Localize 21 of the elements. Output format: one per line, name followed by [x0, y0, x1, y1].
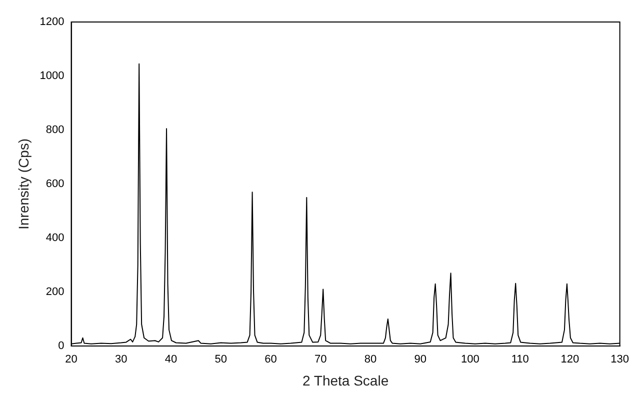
x-tick-label: 120 — [560, 354, 580, 366]
y-tick-label: 400 — [46, 232, 64, 244]
y-tick-label: 600 — [46, 178, 64, 190]
x-tick-label: 50 — [214, 354, 227, 366]
x-tick-label: 100 — [461, 354, 480, 366]
y-tick-label: 0 — [58, 340, 64, 352]
x-tick-label: 70 — [314, 354, 327, 366]
y-axis-title: Inrensity (Cps) — [15, 138, 32, 230]
x-tick-label: 90 — [414, 354, 426, 366]
x-tick-label: 30 — [115, 354, 128, 366]
y-tick-label: 800 — [46, 124, 64, 136]
y-tick-label: 1000 — [40, 70, 64, 82]
x-tick-label: 80 — [364, 354, 377, 366]
x-tick-label: 60 — [264, 354, 277, 366]
x-tick-label: 130 — [610, 354, 630, 366]
x-tick-label: 110 — [511, 354, 529, 366]
x-axis-title: 2 Theta Scale — [302, 372, 389, 388]
x-tick-label: 20 — [65, 354, 78, 366]
y-tick-label: 200 — [46, 286, 64, 298]
x-tick-label: 40 — [164, 354, 178, 366]
y-tick-label: 1200 — [40, 16, 64, 28]
